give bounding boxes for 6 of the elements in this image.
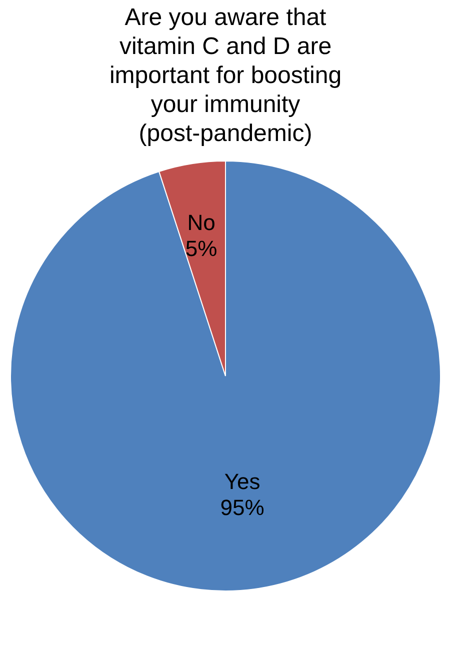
data-label: 95% <box>220 495 264 520</box>
chart-title: Are you aware that vitamin C and D are important for boosting your immunity (post-pandemic) <box>109 4 342 147</box>
slice-label: Yes <box>224 469 260 494</box>
data-label: 5% <box>185 236 218 262</box>
slice-label: No <box>187 210 216 236</box>
pie-slice <box>10 160 441 592</box>
